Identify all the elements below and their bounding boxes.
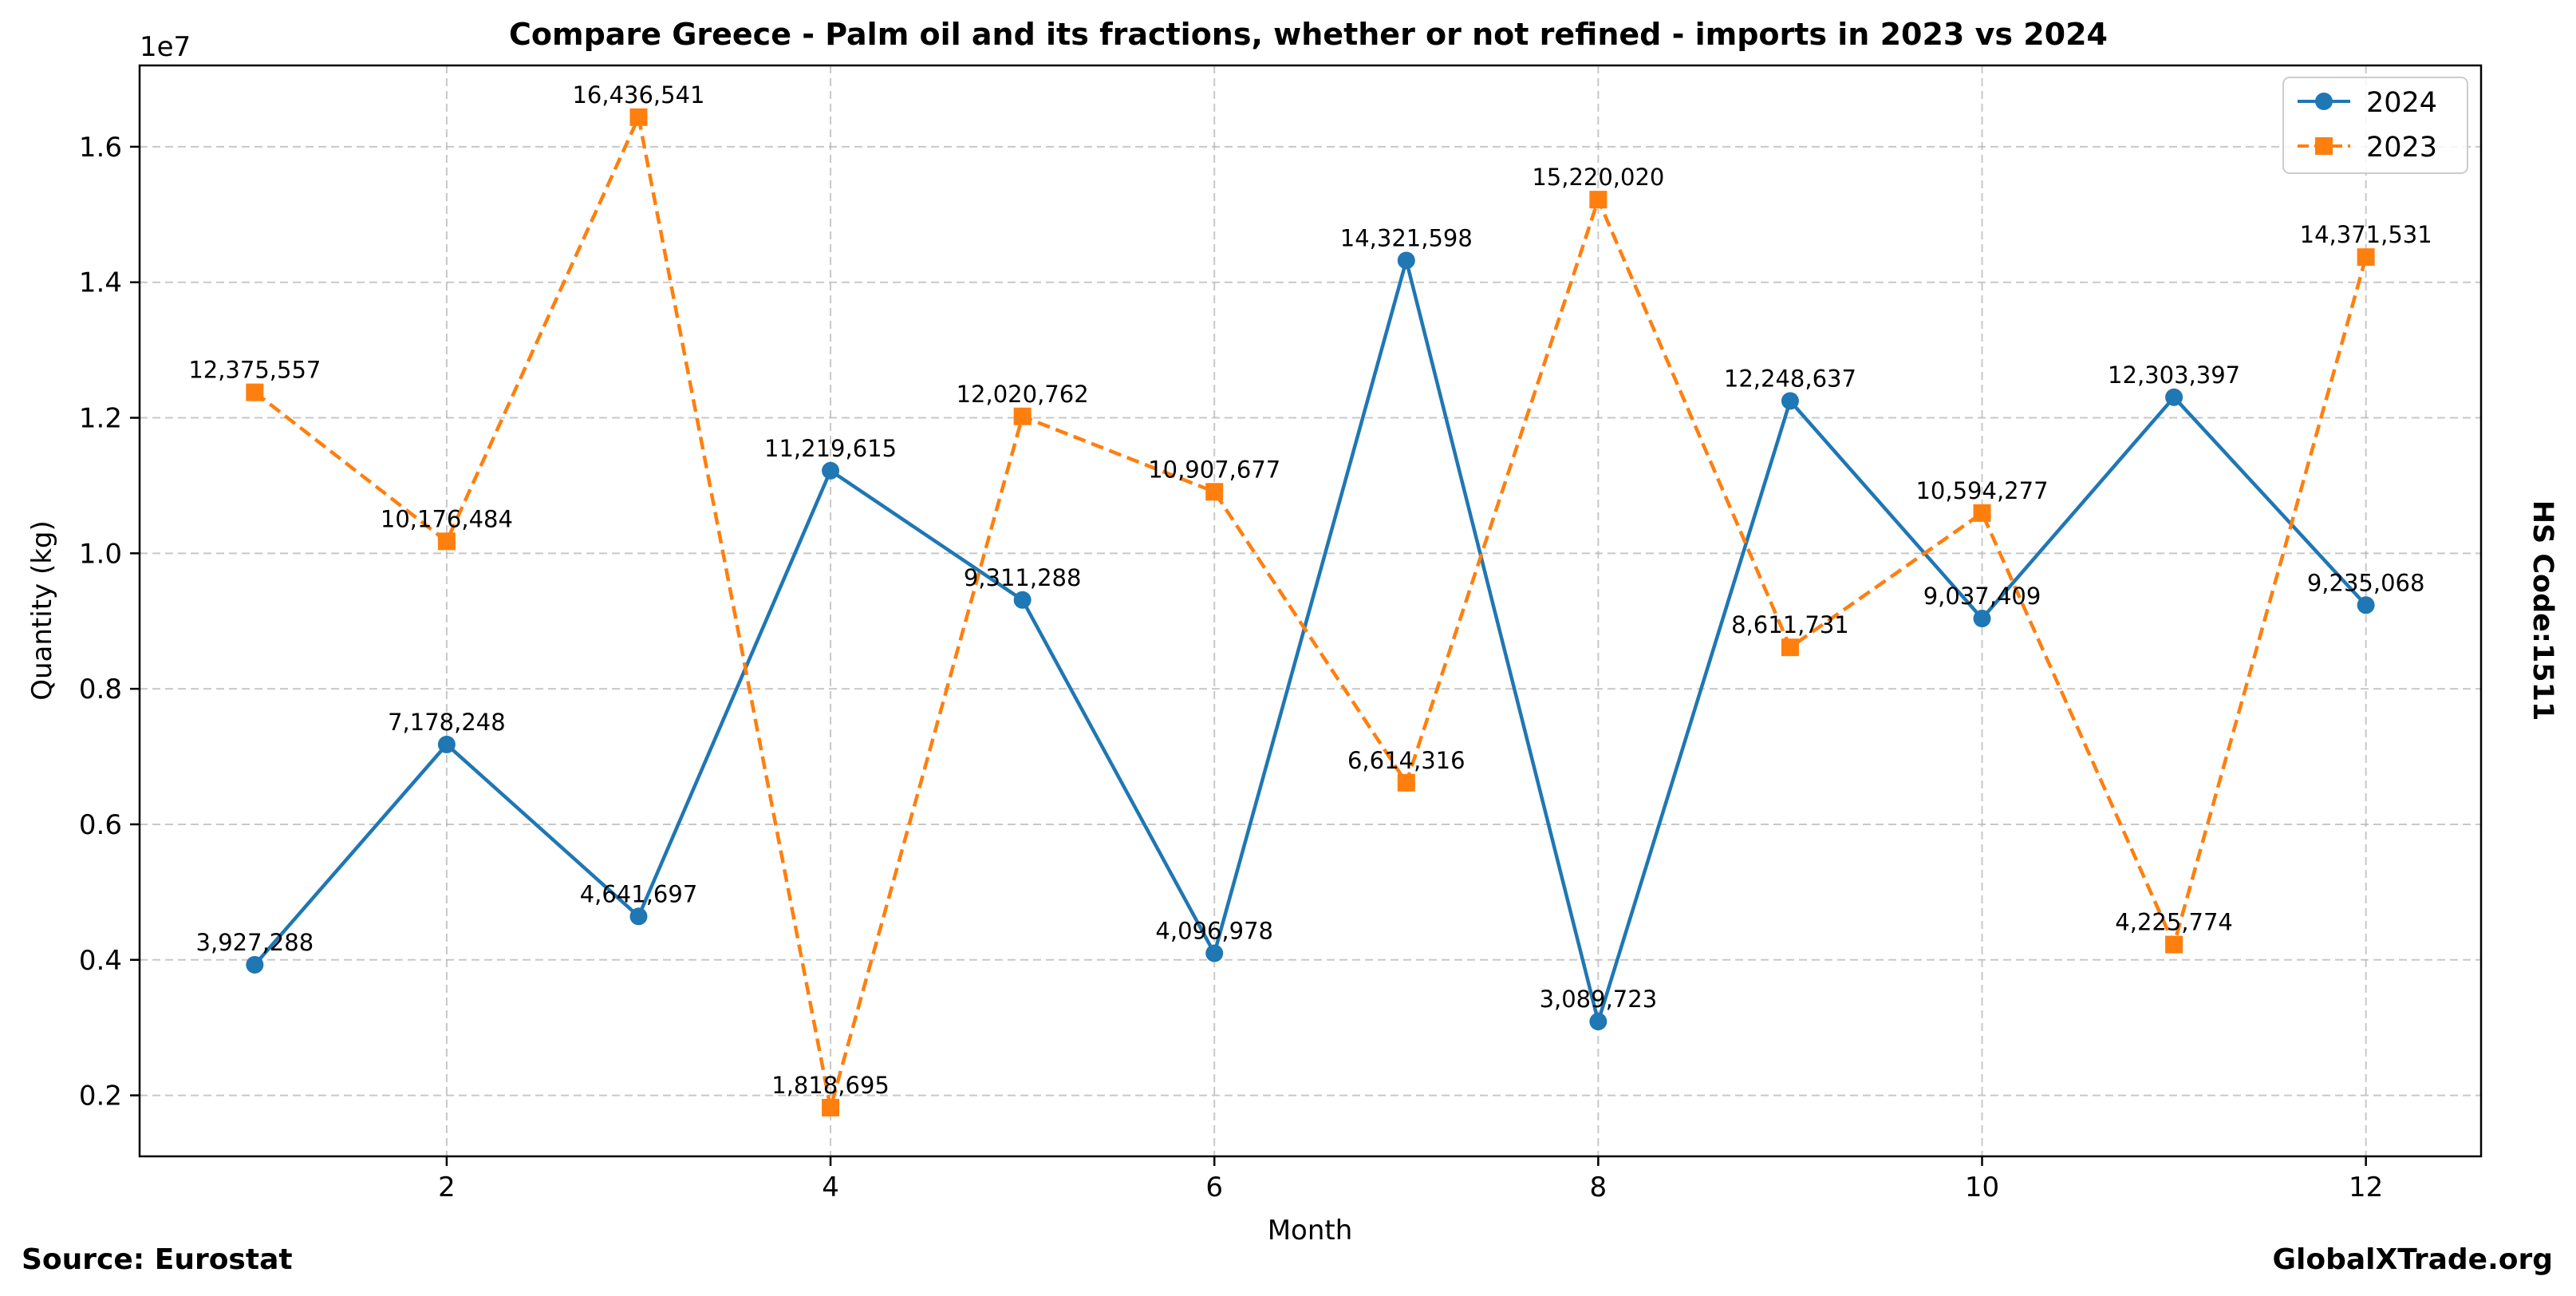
point-2023 [1013, 407, 1032, 425]
x-tick-label: 6 [1205, 1172, 1223, 1203]
point-2024 [1397, 251, 1415, 270]
data-label-2024: 11,219,615 [764, 435, 897, 462]
legend: 2024 2023 [2282, 77, 2468, 174]
data-label-2023: 14,371,531 [2300, 221, 2432, 248]
y-scale-note: 1e7 [140, 31, 191, 63]
data-label-2023: 15,220,020 [1532, 164, 1664, 191]
data-label-2023: 1,818,695 [771, 1072, 890, 1099]
data-label-2023: 16,436,541 [572, 81, 704, 109]
data-label-2024: 4,641,697 [580, 880, 698, 907]
x-tick-label: 8 [1590, 1172, 1608, 1203]
data-label-2024: 3,089,723 [1540, 986, 1658, 1013]
data-label-2024: 3,927,288 [196, 929, 314, 956]
data-label-2024: 7,178,248 [388, 709, 506, 736]
point-2023 [2165, 935, 2183, 954]
point-2024 [2165, 388, 2183, 406]
point-2024 [1589, 1013, 1608, 1031]
plot-frame [138, 64, 2483, 1158]
x-tick-label: 10 [1965, 1172, 1999, 1203]
point-2024 [246, 955, 264, 974]
point-2024 [629, 907, 648, 926]
data-label-2023: 12,020,762 [957, 381, 1089, 408]
data-label-2024: 14,321,598 [1340, 224, 1473, 251]
point-2024 [1205, 944, 1224, 962]
legend-label-2024: 2024 [2366, 87, 2437, 119]
data-label-2024: 12,303,397 [2108, 362, 2240, 389]
grid [140, 65, 2481, 1156]
y-tick-label: 0.8 [79, 674, 122, 705]
data-label-2023: 12,375,557 [188, 357, 321, 384]
point-2024 [1973, 610, 1991, 628]
source-label: Source: Eurostat [22, 1243, 293, 1276]
y-tick-label: 0.4 [79, 945, 122, 977]
legend-marker-2023 [2315, 137, 2333, 155]
y-tick-label: 1.2 [79, 403, 122, 435]
point-2023 [1973, 504, 1991, 522]
point-2024 [1013, 591, 1032, 609]
data-label-2023: 4,225,774 [2115, 909, 2233, 936]
data-label-2023: 10,176,484 [381, 505, 513, 532]
y-tick-label: 0.6 [79, 809, 122, 841]
point-2023 [1205, 483, 1224, 501]
data-label-2024: 9,311,288 [964, 564, 1082, 591]
series [246, 108, 2375, 1116]
data-label-2024: 9,037,409 [1923, 583, 2041, 610]
y-axis-label: Quantity (kg) [26, 520, 58, 701]
data-label-2023: 8,611,731 [1731, 611, 1849, 638]
y-tick-label: 1.4 [79, 267, 122, 299]
x-tick-label: 4 [822, 1172, 839, 1203]
data-label-2023: 10,594,277 [1915, 477, 2048, 504]
point-2024 [437, 735, 456, 753]
x-tick-label: 2 [438, 1172, 456, 1203]
point-2023 [246, 383, 264, 401]
brand-label: GlobalXTrade.org [2272, 1243, 2553, 1276]
axis-ticks: 2 4 6 8 10 12 0.2 0.4 0.6 0.8 1.0 1.2 1.4 1.6 [79, 132, 2383, 1203]
point-2023 [1397, 773, 1415, 792]
data-labels: 3,927,288 7,178,248 4,641,697 11,219,615 9,3… [188, 81, 2432, 1099]
y-tick-label: 1.0 [79, 538, 122, 570]
x-tick-label: 12 [2349, 1172, 2383, 1203]
series-line-2024 [253, 259, 2368, 1024]
data-label-2024: 9,235,068 [2307, 569, 2425, 596]
hs-code-label: HS Code:1511 [2527, 500, 2558, 721]
legend-label-2023: 2023 [2366, 132, 2437, 164]
point-2024 [2357, 596, 2375, 614]
data-label-2024: 12,248,637 [1724, 365, 1856, 392]
data-label-2024: 4,096,978 [1155, 918, 1273, 945]
point-2023 [437, 532, 456, 551]
point-2024 [1781, 392, 1799, 410]
y-tick-label: 1.6 [79, 132, 122, 164]
point-2023 [2357, 248, 2375, 267]
point-2023 [822, 1098, 840, 1116]
point-2023 [1781, 638, 1799, 657]
chart-title: Compare Greece - Palm oil and its fracti… [509, 17, 2108, 52]
point-2023 [629, 108, 648, 126]
point-2023 [1589, 191, 1608, 209]
series-line-2023 [253, 115, 2368, 1110]
x-axis-label: Month [1268, 1215, 1353, 1247]
point-2024 [822, 461, 840, 480]
data-label-2023: 6,614,316 [1347, 747, 1466, 774]
y-tick-label: 0.2 [79, 1081, 122, 1112]
legend-marker-2024 [2315, 93, 2333, 110]
data-label-2023: 10,907,677 [1148, 456, 1280, 483]
